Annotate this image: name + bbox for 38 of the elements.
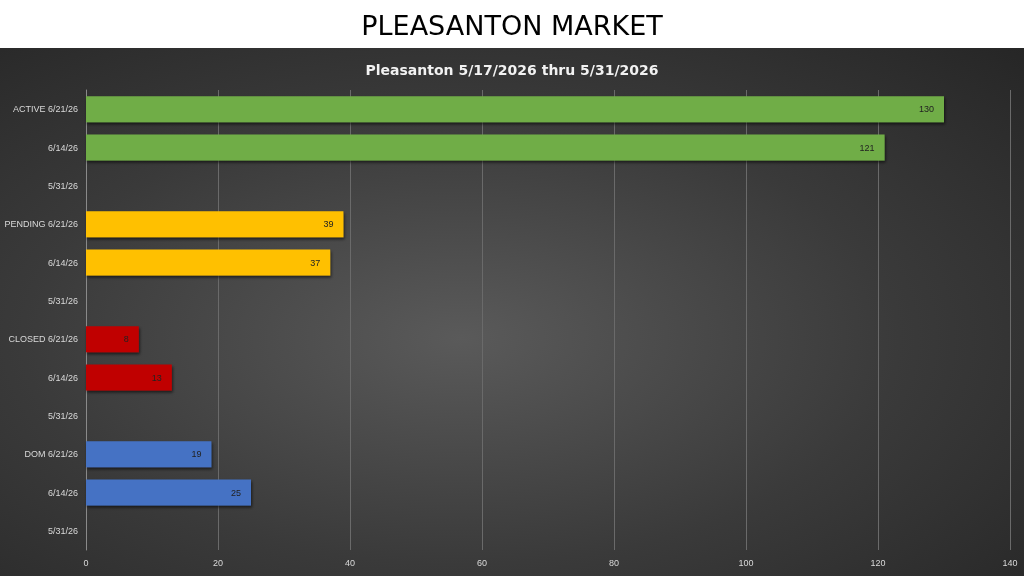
bar	[86, 96, 944, 123]
y-tick-label: 5/31/26	[47, 180, 78, 191]
bar	[86, 364, 172, 391]
y-tick-label: 5/31/26	[47, 410, 78, 421]
x-tick-label: 60	[476, 557, 488, 568]
x-tick-label: 0	[83, 557, 89, 568]
x-tick-label: 140	[1002, 557, 1018, 568]
bar	[86, 134, 885, 161]
bar	[86, 479, 251, 506]
data-label: 19	[191, 449, 202, 460]
data-label: 13	[151, 372, 162, 383]
y-tick-label: CLOSED 6/21/26	[8, 334, 78, 345]
y-tick-label: PENDING 6/21/26	[4, 219, 78, 230]
bar	[86, 326, 139, 353]
y-tick-label: ACTIVE 6/21/26	[12, 104, 78, 115]
y-tick-label: 6/14/26	[47, 142, 78, 153]
bar	[86, 211, 344, 238]
data-label: 37	[310, 257, 321, 268]
x-tick-label: 120	[870, 557, 886, 568]
data-label: 25	[230, 487, 241, 498]
chart-subtitle: Pleasanton 5/17/2026 thru 5/31/2026	[365, 62, 659, 78]
data-label: 121	[859, 142, 875, 153]
data-label: 8	[123, 334, 129, 345]
y-tick-label: 6/14/26	[47, 487, 78, 498]
chart-title: PLEASANTON MARKET	[0, 0, 1024, 48]
x-tick-label: 80	[608, 557, 620, 568]
bar	[86, 249, 331, 276]
y-tick-label: 6/14/26	[47, 372, 78, 383]
y-tick-label: 6/14/26	[47, 257, 78, 268]
x-tick-label: 20	[212, 557, 224, 568]
y-tick-label: 5/31/26	[47, 525, 78, 536]
x-tick-label: 40	[344, 557, 356, 568]
data-label: 39	[323, 219, 334, 230]
bar	[86, 441, 212, 468]
data-label: 130	[918, 104, 934, 115]
y-tick-label: DOM 6/21/26	[24, 449, 78, 460]
y-tick-label: 5/31/26	[47, 295, 78, 306]
x-tick-label: 100	[738, 557, 754, 568]
